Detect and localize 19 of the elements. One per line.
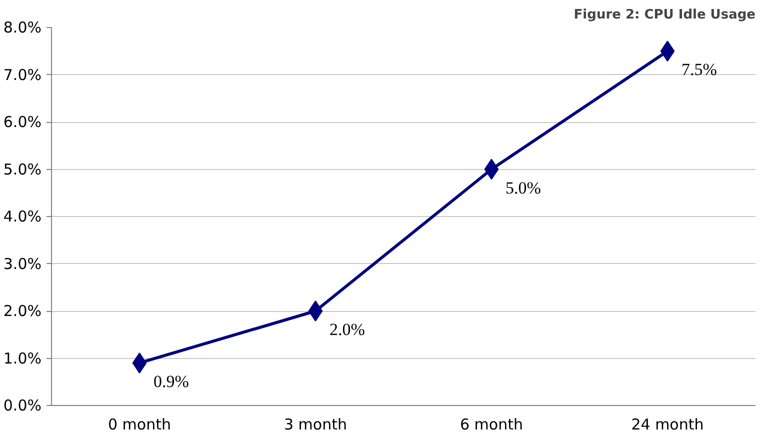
text: 5.0%	[506, 178, 541, 198]
x-tick-label: 24 month	[631, 416, 704, 434]
y-tick-label: 8.0%	[3, 18, 42, 36]
y-tick-label: 0.0%	[3, 396, 42, 414]
chart-title: Figure 2: CPU Idle Usage	[574, 8, 756, 22]
x-tick-label: 3 month	[284, 416, 347, 434]
y-tick-label: 6.0%	[3, 113, 42, 131]
y-tick-label: 7.0%	[3, 66, 42, 84]
x-tick-label: 6 month	[460, 416, 523, 434]
point	[308, 300, 323, 322]
text: 2.0%	[330, 320, 365, 339]
y-tick-label: 3.0%	[3, 254, 42, 273]
y-tick-label: 4.0%	[3, 208, 42, 226]
y-tick-label: 5.0%	[3, 160, 42, 178]
y-tick-label: 2.0%	[3, 302, 42, 320]
text: 7.5%	[682, 60, 717, 80]
y-tick-label: 1.0%	[3, 349, 42, 368]
x-tick-label: 0 month	[108, 416, 171, 434]
text: 0.9%	[154, 372, 189, 391]
